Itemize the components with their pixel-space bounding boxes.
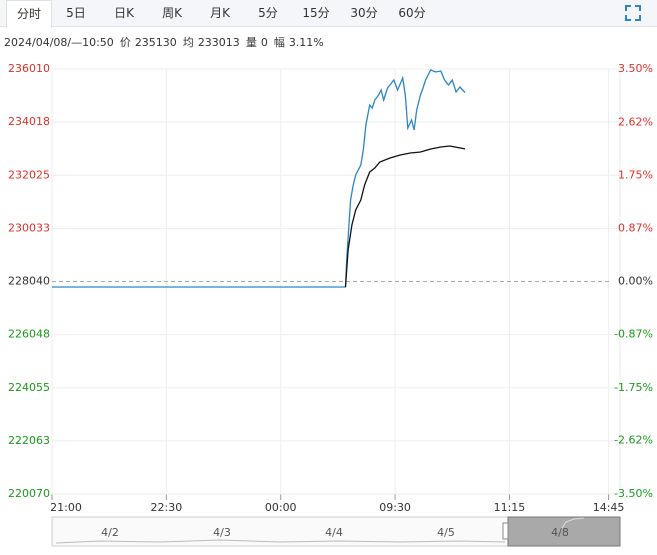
info-label: 均 — [182, 36, 194, 49]
info-value: 0 — [260, 36, 268, 49]
navigator-label: 4/2 — [101, 526, 119, 539]
info-item: 幅 3.11% — [274, 36, 324, 49]
y-tick-label: 228040 — [8, 275, 50, 288]
navigator-trace — [559, 517, 585, 532]
tab[interactable]: 周K — [162, 6, 182, 20]
y-tick-label: 226048 — [8, 328, 50, 341]
x-tick-label: 11:15 — [494, 501, 526, 514]
price-line — [52, 69, 466, 288]
y2-tick-label: -1.75% — [614, 381, 653, 394]
x-tick-label: 22:30 — [151, 501, 183, 514]
navigator-trace — [55, 539, 506, 544]
y-tick-label: 232025 — [8, 168, 50, 181]
navigator-label: 4/4 — [325, 526, 343, 539]
y2-tick-label: 2.62% — [618, 115, 653, 128]
info-label: 量 — [245, 36, 257, 49]
y-tick-label: 234018 — [8, 115, 50, 128]
info-value: 3.11% — [288, 36, 324, 49]
y2-tick-label: -3.50% — [614, 487, 653, 500]
y2-tick-label: 0.00% — [618, 275, 653, 288]
x-tick-label: 09:30 — [379, 501, 411, 514]
info-line: 2024/04/08/—10:50 价 235130 均 233013 量 0 幅 3.11% — [4, 34, 330, 50]
x-tick-label: 14:45 — [593, 501, 625, 514]
price-line — [344, 145, 466, 288]
navigator-window — [507, 516, 621, 547]
navigator-label: 4/3 — [213, 526, 231, 539]
x-tick-label: 00:00 — [265, 501, 297, 514]
y2-tick-label: 0.87% — [618, 222, 653, 235]
y2-tick-label: 3.50% — [618, 62, 653, 75]
info-value: 233013 — [197, 36, 240, 49]
navigator-label: 4/8 — [551, 526, 569, 539]
y-tick-label: 230033 — [8, 221, 50, 234]
y-tick-label: 222063 — [8, 434, 50, 447]
tab[interactable]: 5日 — [66, 6, 86, 20]
tab-bar: 分时 5日 日K 周K 月K 5分 15分 30分 60分 — [0, 0, 657, 28]
y2-tick-label: -2.62% — [614, 434, 653, 447]
info-item: 均 233013 — [183, 36, 240, 49]
info-label: 幅 — [273, 36, 285, 49]
navigator-handle — [502, 522, 509, 540]
y-tick-label: 224055 — [8, 381, 50, 394]
x-tick-label: 21:00 — [50, 501, 82, 514]
tab[interactable]: 15分 — [302, 6, 330, 20]
tab[interactable]: 5分 — [258, 6, 278, 20]
tab[interactable]: 30分 — [350, 6, 378, 20]
tab[interactable]: 60分 — [398, 6, 426, 20]
info-value: 235130 — [134, 36, 177, 49]
y-tick-label: 220070 — [8, 487, 50, 500]
info-item: 价 235130 — [120, 36, 177, 49]
tab[interactable]: 日K — [114, 6, 134, 20]
info-datetime: 2024/04/08/—10:50 — [4, 36, 114, 49]
tab[interactable]: 月K — [210, 6, 230, 20]
y2-tick-label: -0.87% — [614, 327, 653, 340]
y2-tick-label: 1.75% — [618, 168, 653, 181]
navigator-label: 4/5 — [437, 526, 455, 539]
y-tick-label: 236010 — [8, 62, 50, 75]
info-label: 价 — [119, 36, 131, 49]
tab[interactable]: 分时 — [6, 0, 52, 28]
fullscreen-icon[interactable] — [624, 4, 642, 22]
